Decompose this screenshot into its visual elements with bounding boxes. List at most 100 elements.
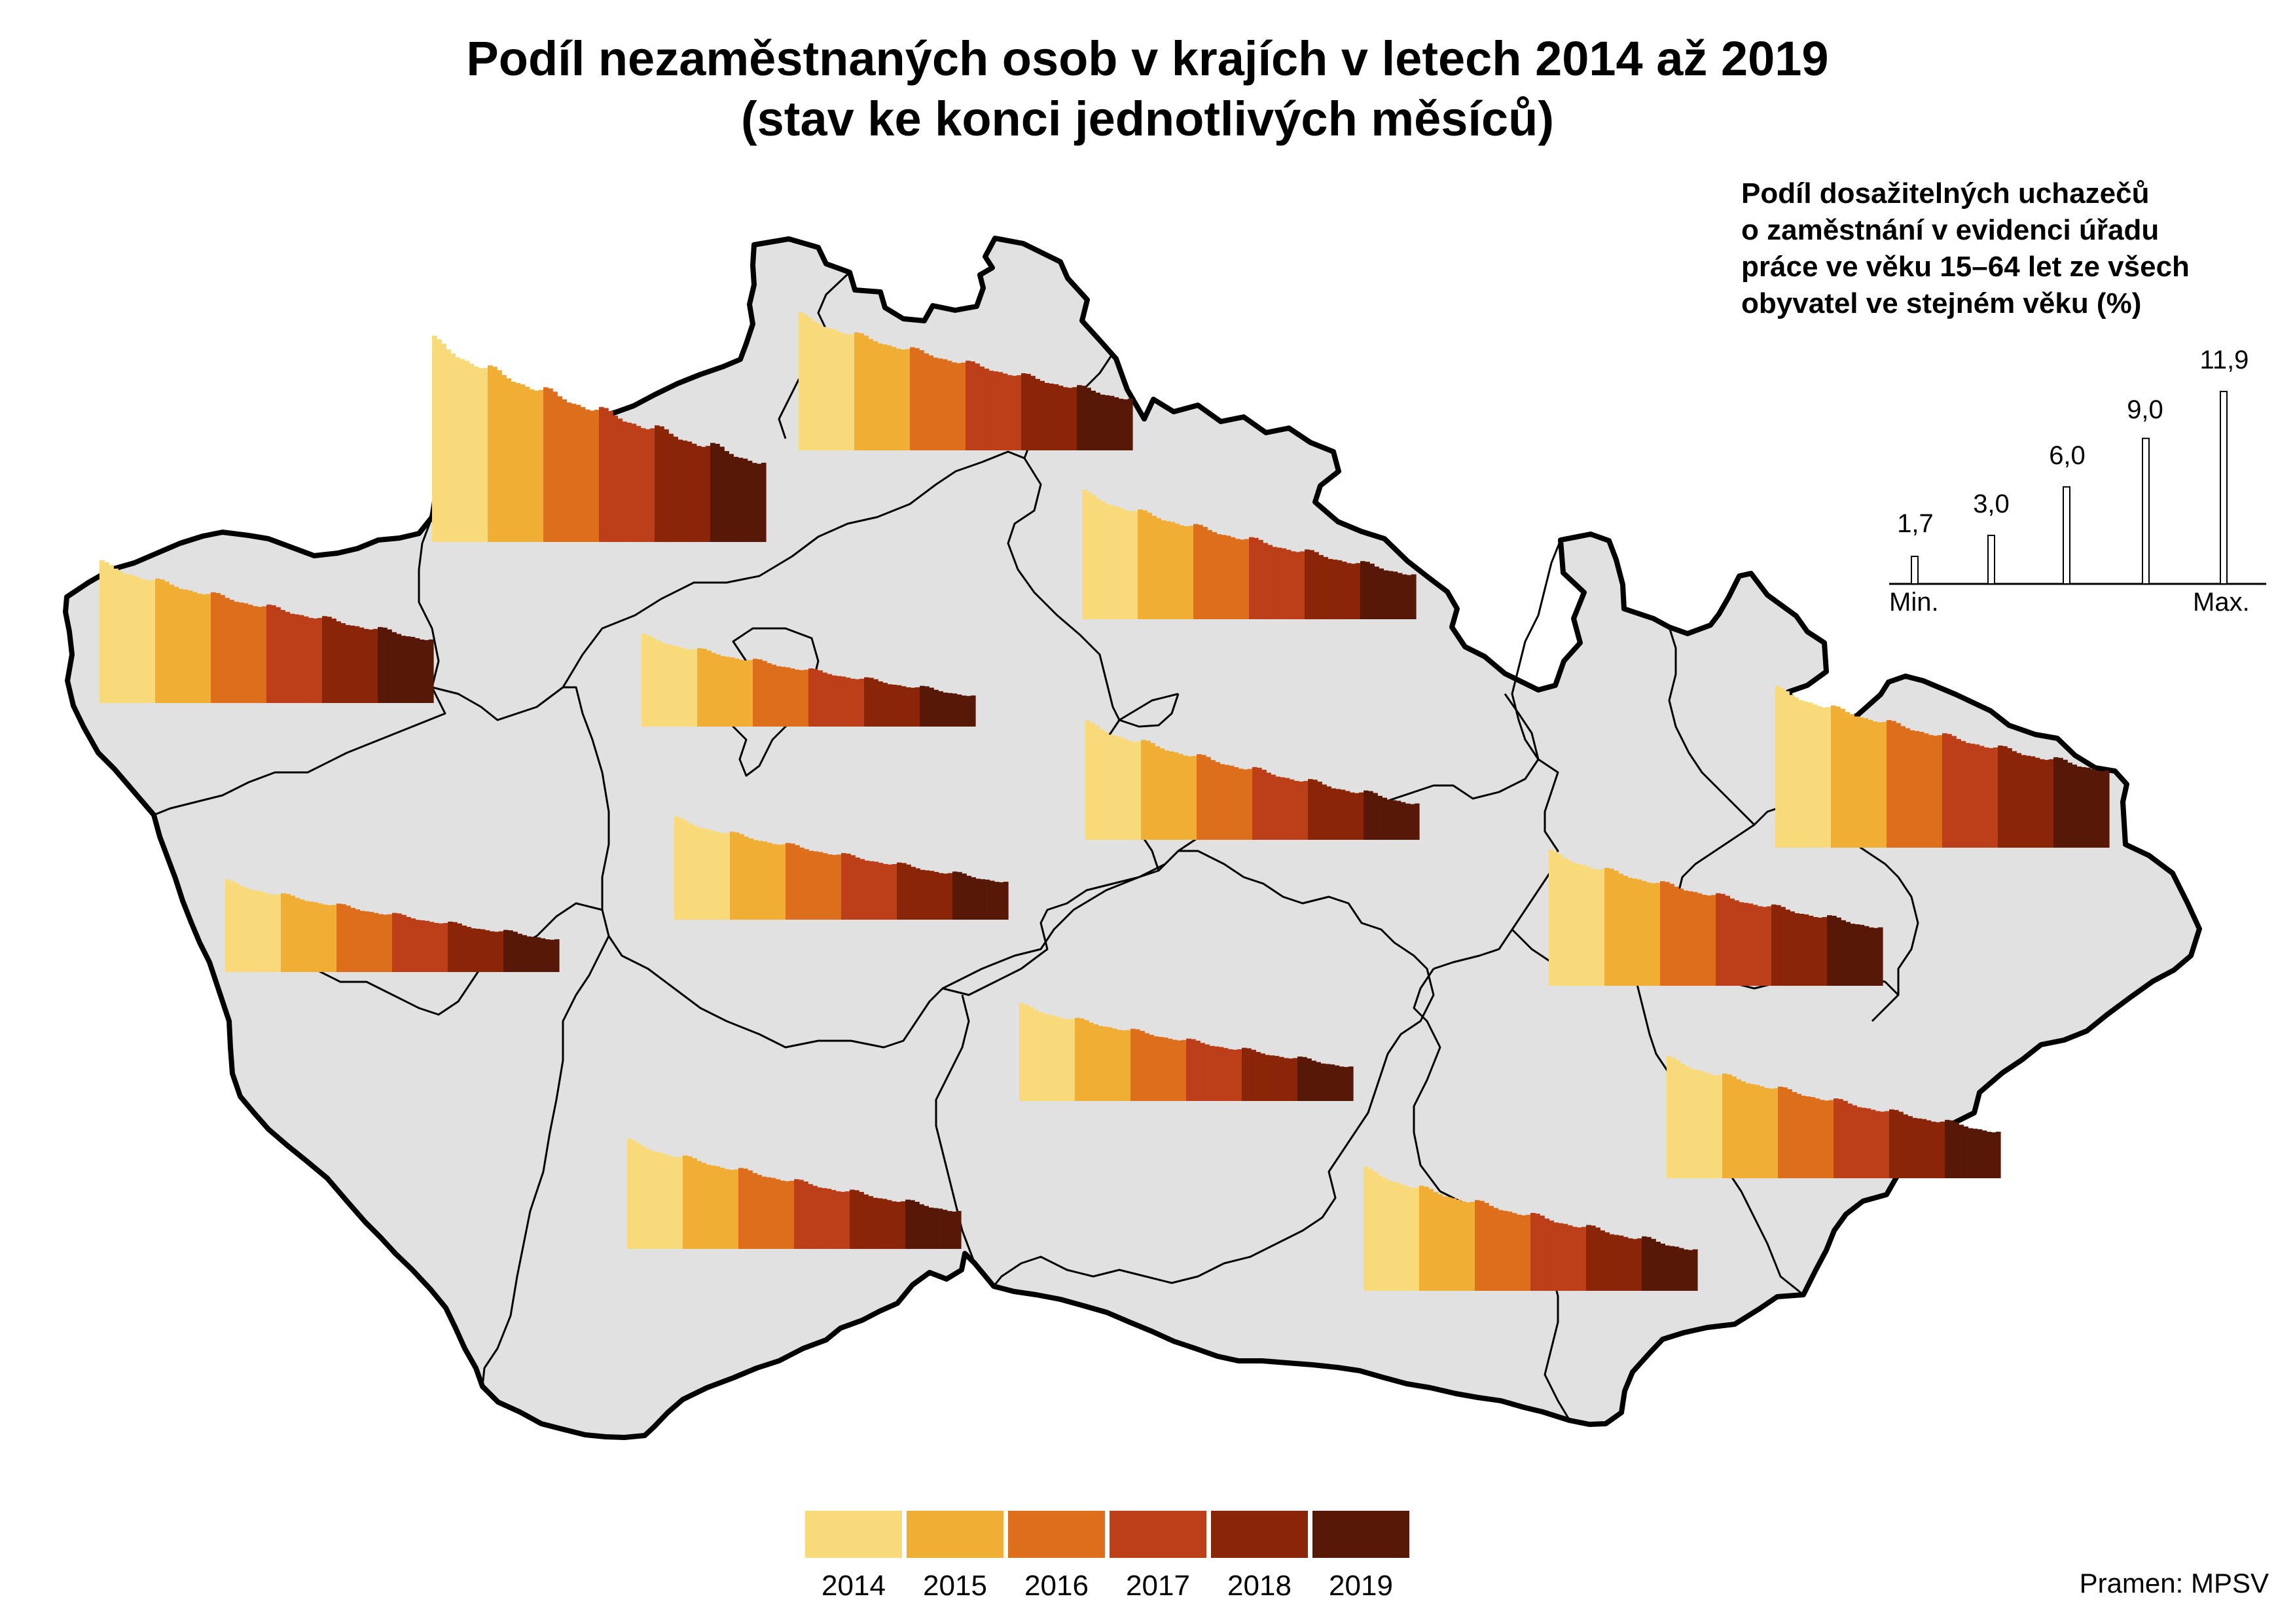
month-bar bbox=[827, 674, 833, 727]
month-bar bbox=[975, 363, 980, 450]
month-bar bbox=[1411, 574, 1417, 619]
month-bar bbox=[1104, 732, 1110, 840]
month-bar bbox=[1331, 788, 1337, 840]
month-bar bbox=[1170, 522, 1176, 619]
month-bar bbox=[1131, 742, 1137, 840]
year-swatch-2014 bbox=[805, 1511, 902, 1558]
month-bar bbox=[952, 693, 958, 727]
month-bar bbox=[1051, 1015, 1057, 1101]
month-bar bbox=[234, 602, 240, 703]
month-bar bbox=[1026, 374, 1031, 450]
month-bar bbox=[1233, 767, 1239, 840]
month-bar bbox=[849, 334, 855, 450]
month-bar bbox=[1887, 720, 1892, 848]
month-bar bbox=[1163, 1038, 1168, 1101]
month-bar bbox=[299, 899, 305, 972]
month-bar bbox=[1193, 524, 1199, 619]
month-bar bbox=[225, 598, 230, 703]
month-bar bbox=[104, 562, 109, 703]
month-bar bbox=[1278, 1056, 1284, 1101]
month-bar bbox=[141, 579, 147, 703]
month-bar bbox=[99, 560, 105, 703]
month-bar bbox=[1641, 880, 1647, 986]
scale-bar bbox=[2142, 437, 2150, 585]
month-bar bbox=[891, 1201, 897, 1249]
month-bar bbox=[401, 914, 407, 972]
month-bar bbox=[248, 889, 254, 972]
month-bar bbox=[748, 1170, 753, 1249]
month-bar bbox=[1261, 769, 1267, 840]
month-bar bbox=[1678, 1248, 1684, 1291]
month-bar bbox=[993, 371, 999, 450]
month-bar bbox=[1828, 1100, 1834, 1178]
month-bar bbox=[1161, 520, 1166, 619]
month-bar bbox=[501, 374, 507, 542]
month-bar bbox=[905, 349, 911, 450]
month-bar bbox=[715, 444, 720, 542]
month-bar bbox=[327, 905, 333, 972]
month-bar bbox=[711, 653, 716, 727]
month-bar bbox=[831, 675, 837, 727]
month-bar bbox=[678, 647, 684, 727]
year-swatch-2015 bbox=[907, 1511, 1003, 1558]
month-bar bbox=[836, 854, 842, 920]
month-bar bbox=[729, 1170, 734, 1249]
month-bar bbox=[1807, 702, 1813, 848]
month-bar bbox=[692, 1158, 697, 1249]
month-bar bbox=[771, 664, 777, 727]
month-bar bbox=[960, 362, 966, 450]
month-bar bbox=[1151, 516, 1157, 619]
month-bar bbox=[951, 362, 957, 450]
month-bar bbox=[1311, 1060, 1316, 1101]
month-bar bbox=[1576, 863, 1582, 986]
month-bar bbox=[929, 687, 934, 727]
region-minicharts bbox=[99, 312, 2110, 1291]
month-bar bbox=[655, 1151, 660, 1249]
month-bar bbox=[1339, 1066, 1345, 1101]
month-bar bbox=[1981, 1130, 1987, 1178]
month-bar bbox=[2021, 755, 2027, 848]
month-bar bbox=[790, 843, 795, 920]
month-bar bbox=[920, 869, 926, 920]
month-bar bbox=[924, 1206, 930, 1249]
month-bar bbox=[710, 442, 715, 542]
month-bar bbox=[817, 1187, 823, 1249]
month-bar bbox=[831, 1189, 837, 1249]
month-bar bbox=[1096, 499, 1101, 619]
month-bar bbox=[873, 341, 878, 450]
month-bar bbox=[646, 635, 651, 727]
month-bar bbox=[822, 672, 827, 727]
month-bar bbox=[1498, 1210, 1504, 1291]
month-bar bbox=[1266, 772, 1271, 840]
month-bar bbox=[1186, 1038, 1191, 1101]
month-bar bbox=[1669, 1246, 1675, 1291]
month-bar bbox=[2090, 768, 2096, 848]
month-bar bbox=[1741, 1081, 1746, 1178]
month-bar bbox=[900, 350, 906, 450]
year-label-2014: 2014 bbox=[822, 1570, 886, 1602]
month-bar bbox=[1688, 1250, 1693, 1291]
region-border bbox=[431, 450, 1025, 721]
month-bar bbox=[989, 880, 995, 920]
month-bar bbox=[799, 1180, 804, 1249]
month-bar bbox=[910, 687, 916, 727]
month-bar bbox=[1784, 691, 1790, 848]
month-bar bbox=[1198, 524, 1203, 619]
month-bar bbox=[1671, 1058, 1676, 1178]
month-bar bbox=[1095, 392, 1101, 450]
month-bar bbox=[1796, 1094, 1802, 1178]
month-bar bbox=[1600, 1230, 1605, 1291]
month-bar bbox=[1345, 791, 1350, 840]
month-bar bbox=[979, 366, 985, 450]
month-bar bbox=[938, 873, 944, 920]
month-bar bbox=[1130, 1028, 1136, 1101]
month-bar bbox=[730, 831, 735, 920]
month-bar bbox=[552, 391, 558, 542]
month-bar bbox=[651, 638, 656, 727]
month-bar bbox=[826, 328, 832, 450]
month-bar bbox=[1838, 1099, 1843, 1178]
month-bar bbox=[1553, 852, 1559, 986]
month-bar bbox=[575, 405, 581, 542]
month-bar bbox=[1799, 914, 1805, 986]
month-bar bbox=[1437, 1194, 1443, 1291]
